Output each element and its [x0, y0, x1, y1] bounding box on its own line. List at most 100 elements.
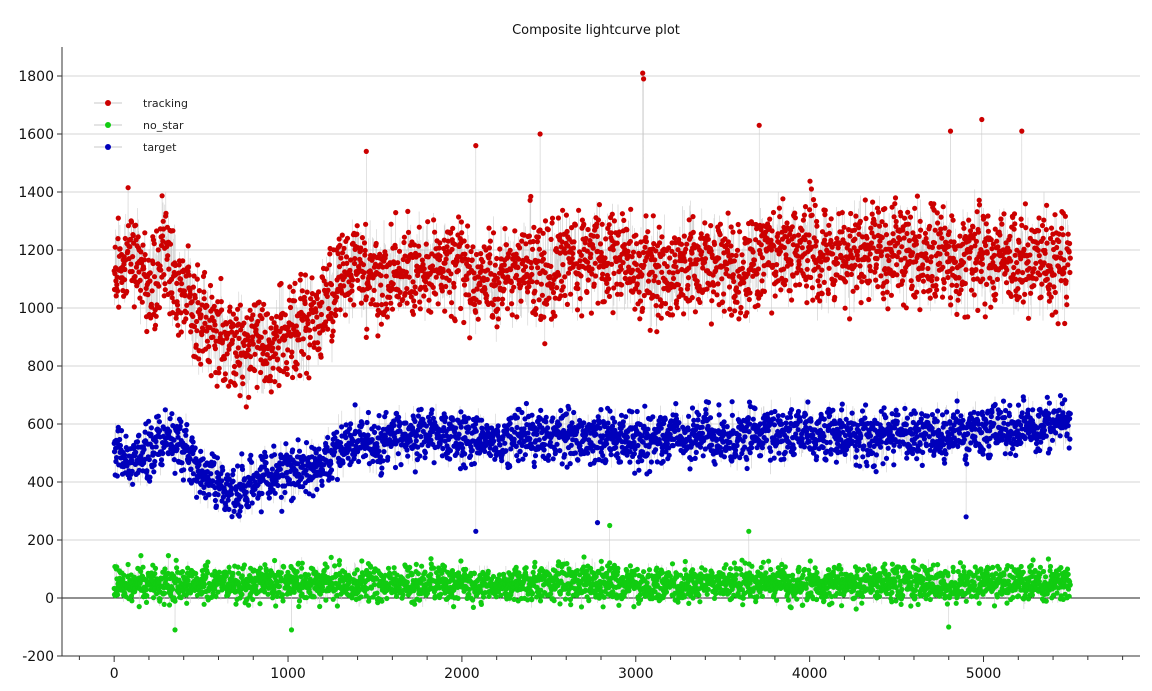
data-point [269, 315, 275, 321]
data-point [529, 279, 535, 285]
data-point [674, 298, 680, 304]
data-point [992, 226, 998, 232]
data-point [390, 281, 396, 287]
data-point [150, 260, 156, 267]
data-point [271, 443, 277, 449]
data-point [303, 467, 309, 473]
data-point [200, 490, 207, 496]
data-point [571, 409, 577, 416]
data-point [780, 196, 786, 202]
data-point [678, 241, 685, 247]
data-point [833, 459, 840, 465]
data-point [1066, 249, 1072, 255]
data-point [835, 245, 841, 251]
data-point [114, 455, 120, 461]
data-point [908, 278, 914, 284]
data-point [909, 283, 915, 289]
data-point [585, 277, 591, 283]
data-point [377, 454, 384, 460]
data-point [839, 229, 845, 235]
data-point [902, 255, 908, 261]
data-point [1043, 227, 1049, 233]
data-point [377, 251, 383, 257]
x-tick-label: 4000 [792, 666, 828, 682]
data-point [806, 232, 812, 238]
data-point [819, 267, 825, 273]
data-point [303, 440, 310, 446]
data-point [574, 307, 581, 313]
data-point [480, 259, 486, 265]
data-point [374, 302, 380, 308]
data-point [608, 230, 614, 236]
data-point [158, 267, 164, 273]
data-point [839, 401, 845, 407]
data-point [532, 288, 538, 294]
data-point [286, 477, 292, 483]
data-point [158, 457, 165, 463]
data-point [827, 439, 833, 445]
data-point [721, 454, 728, 460]
data-point [801, 212, 808, 218]
data-point [495, 296, 501, 302]
data-point [829, 244, 835, 250]
data-point [924, 240, 930, 246]
data-point [208, 373, 214, 379]
data-point [326, 306, 332, 312]
data-point [300, 484, 306, 490]
data-point [530, 298, 537, 304]
data-point [845, 242, 851, 248]
data-point [777, 214, 783, 220]
data-point [512, 260, 518, 266]
y-tick-label: 600 [27, 417, 54, 433]
data-point [459, 230, 465, 236]
data-point [508, 446, 514, 452]
data-point [852, 236, 858, 242]
data-point [156, 283, 162, 289]
data-point [988, 237, 994, 243]
data-point [994, 238, 1000, 244]
data-point [1018, 216, 1024, 222]
data-point [174, 446, 180, 452]
data-point [618, 291, 624, 297]
data-point [462, 465, 468, 471]
data-point [198, 312, 204, 318]
data-point [426, 297, 432, 303]
data-point [323, 319, 329, 325]
data-point [588, 251, 594, 257]
data-point [146, 456, 152, 463]
data-point [624, 434, 631, 440]
y-tick-label: 200 [27, 533, 54, 549]
data-point [290, 288, 296, 294]
data-point [740, 259, 747, 265]
data-point [947, 128, 954, 134]
data-point [1012, 276, 1019, 282]
data-point [540, 230, 546, 236]
data-point [1039, 281, 1045, 287]
data-point [443, 283, 449, 290]
data-point [272, 379, 278, 385]
data-point [768, 448, 774, 454]
data-point [962, 280, 968, 287]
data-point [440, 445, 446, 452]
data-point [162, 287, 168, 293]
data-point [966, 255, 973, 261]
data-point [235, 306, 241, 312]
data-point [246, 503, 252, 510]
data-point [595, 217, 602, 223]
data-point [315, 340, 321, 346]
data-point [345, 455, 351, 461]
data-point [364, 419, 370, 426]
data-point [354, 223, 360, 229]
data-point [948, 302, 954, 308]
data-point [727, 306, 733, 312]
data-point [1044, 202, 1050, 208]
data-point [543, 419, 549, 425]
data-point [932, 227, 938, 233]
data-point [163, 210, 169, 216]
data-point [206, 492, 212, 498]
data-point [476, 274, 482, 280]
data-point [201, 296, 207, 302]
data-point [721, 308, 727, 314]
data-point [774, 262, 780, 268]
data-point [890, 231, 896, 237]
